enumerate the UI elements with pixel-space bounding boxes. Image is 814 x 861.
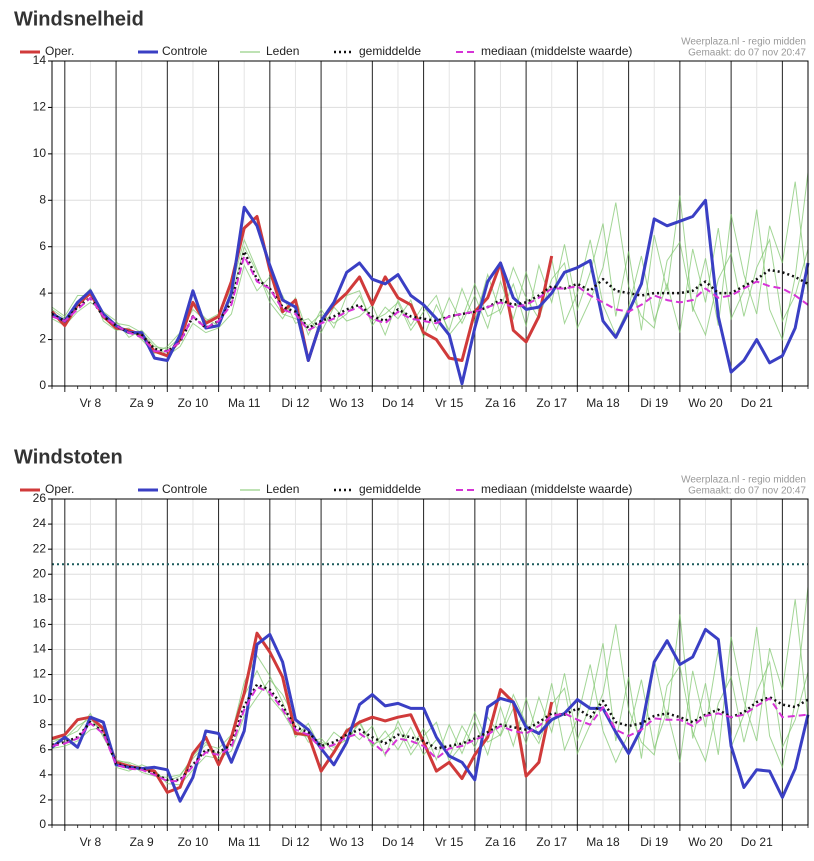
x-tick-label: Ma 11 [228, 835, 261, 849]
x-tick-label: Za 16 [485, 396, 516, 410]
y-tick-label: 2 [39, 332, 46, 346]
y-tick-label: 4 [39, 767, 46, 781]
y-tick-label: 14 [33, 53, 47, 67]
plot-frame [51, 60, 809, 387]
y-tick-label: 10 [33, 692, 47, 706]
x-tick-label: Zo 10 [178, 396, 209, 410]
x-tick-label: Za 9 [130, 835, 154, 849]
y-tick-label: 26 [33, 491, 47, 505]
x-tick-label: Vr 15 [435, 835, 464, 849]
source: Weerplaza.nl - regio midden [681, 37, 806, 48]
member-line [51, 624, 809, 782]
y-tick-label: 0 [39, 817, 46, 831]
y-tick-label: 18 [33, 591, 47, 605]
x-tick-label: Ma 11 [228, 396, 261, 410]
y-tick-label: 6 [39, 742, 46, 756]
x-tick-label: Di 12 [281, 835, 309, 849]
legend-label: mediaan (middelste waarde) [481, 482, 632, 496]
y-tick-label: 12 [33, 667, 47, 681]
legend-label: Oper. [45, 482, 74, 496]
y-tick-label: 14 [33, 642, 47, 656]
series-line [51, 198, 810, 386]
x-tick-label: Wo 20 [688, 396, 723, 410]
x-tick-label: Do 21 [741, 835, 773, 849]
y-tick-label: 12 [33, 100, 47, 114]
member-line [51, 599, 809, 778]
x-tick-label: Wo 13 [329, 835, 364, 849]
chart: Windstoten Weerplaza.nl - regio middenGem… [14, 446, 810, 849]
y-tick-label: 4 [39, 285, 46, 299]
chart-title: Windstoten [14, 446, 123, 468]
member-line [51, 586, 809, 786]
y-tick-label: 16 [33, 617, 47, 631]
x-tick-label: Wo 20 [688, 835, 723, 849]
x-tick-label: Vr 8 [80, 835, 102, 849]
legend-label: gemiddelde [359, 44, 421, 58]
series-line [51, 686, 809, 783]
x-tick-label: Za 16 [485, 835, 516, 849]
y-tick-label: 6 [39, 239, 46, 253]
x-tick-label: Zo 17 [536, 835, 567, 849]
x-tick-label: Vr 15 [435, 396, 464, 410]
x-tick-label: Do 14 [382, 835, 414, 849]
legend-label: Leden [266, 482, 299, 496]
x-tick-label: Do 21 [741, 396, 773, 410]
y-tick-label: 8 [39, 717, 46, 731]
x-tick-label: Di 12 [281, 396, 309, 410]
legend-label: mediaan (middelste waarde) [481, 44, 632, 58]
x-tick-label: Wo 13 [329, 396, 364, 410]
x-tick-label: Za 9 [130, 396, 154, 410]
y-tick-label: 22 [33, 541, 47, 555]
created: Gemaakt: do 07 nov 20:47 [688, 486, 806, 497]
y-tick-label: 24 [33, 516, 47, 530]
member-line [51, 172, 809, 357]
x-tick-label: Do 14 [382, 396, 414, 410]
member-line [51, 202, 809, 350]
created: Gemaakt: do 07 nov 20:47 [688, 48, 806, 59]
legend-label: Controle [162, 482, 208, 496]
legend-label: gemiddelde [359, 482, 421, 496]
legend-label: Leden [266, 44, 299, 58]
y-tick-label: 2 [39, 792, 46, 806]
y-tick-label: 0 [39, 378, 46, 392]
legend-label: Controle [162, 44, 208, 58]
series-line [51, 627, 810, 803]
y-tick-label: 8 [39, 192, 46, 206]
legend-label: Oper. [45, 44, 74, 58]
x-tick-label: Di 19 [640, 835, 668, 849]
chart: Windsnelheid Weerplaza.nl - regio middenG… [14, 8, 810, 410]
x-tick-label: Vr 8 [80, 396, 102, 410]
chart-title: Windsnelheid [14, 8, 144, 30]
x-tick-label: Zo 17 [536, 396, 567, 410]
series-line [51, 683, 809, 782]
series-line [51, 255, 809, 353]
x-tick-label: Ma 18 [586, 396, 620, 410]
x-tick-label: Di 19 [640, 396, 668, 410]
y-tick-label: 20 [33, 566, 47, 580]
plot-frame [51, 498, 809, 826]
x-tick-label: Zo 10 [178, 835, 209, 849]
y-tick-label: 10 [33, 146, 47, 160]
source: Weerplaza.nl - regio midden [681, 475, 806, 486]
x-tick-label: Ma 18 [586, 835, 620, 849]
member-line [51, 181, 809, 355]
